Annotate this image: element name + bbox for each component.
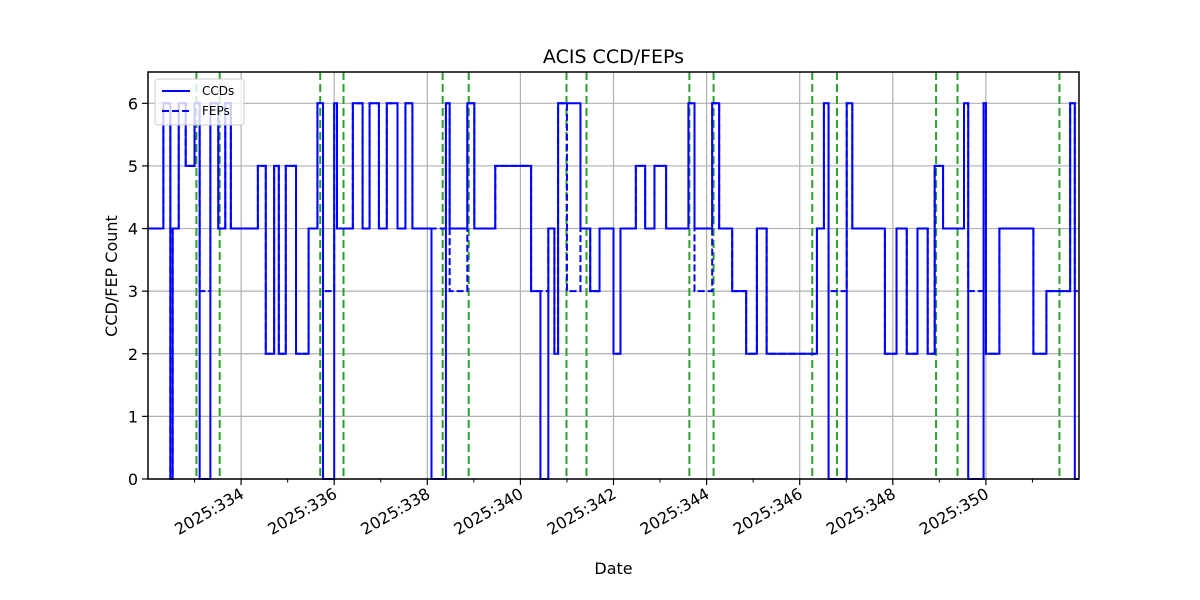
x-tick-label: 2025:336 — [264, 484, 340, 539]
x-tick-label: 2025:338 — [357, 484, 433, 539]
y-axis-label: CCD/FEP Count — [102, 215, 121, 337]
x-tick-label: 2025:340 — [451, 484, 527, 539]
x-tick-label: 2025:348 — [823, 484, 899, 539]
y-tick-label: 2 — [128, 345, 138, 364]
y-tick-label: 3 — [128, 282, 138, 301]
x-tick-label: 2025:342 — [544, 484, 620, 539]
legend: CCDs FEPs — [154, 78, 245, 126]
legend-ccds-label: CCDs — [202, 84, 234, 98]
y-tick-label: 1 — [128, 407, 138, 426]
y-tick-label: 5 — [128, 157, 138, 176]
y-tick-label: 4 — [128, 220, 138, 239]
x-tick-label: 2025:344 — [637, 484, 713, 539]
x-axis-label: Date — [594, 559, 632, 578]
x-tick-label: 2025:346 — [730, 484, 806, 539]
green-vertical-markers — [195, 72, 1061, 479]
y-tick-label: 0 — [128, 470, 138, 489]
legend-feps-label: FEPs — [202, 104, 230, 118]
series-lines — [148, 102, 1079, 480]
y-tick-label: 6 — [128, 94, 138, 113]
x-tick-label: 2025:350 — [916, 484, 992, 539]
chart-title: ACIS CCD/FEPs — [543, 46, 684, 68]
x-tick-label: 2025:334 — [171, 484, 247, 539]
series-feps-line — [148, 102, 1079, 480]
